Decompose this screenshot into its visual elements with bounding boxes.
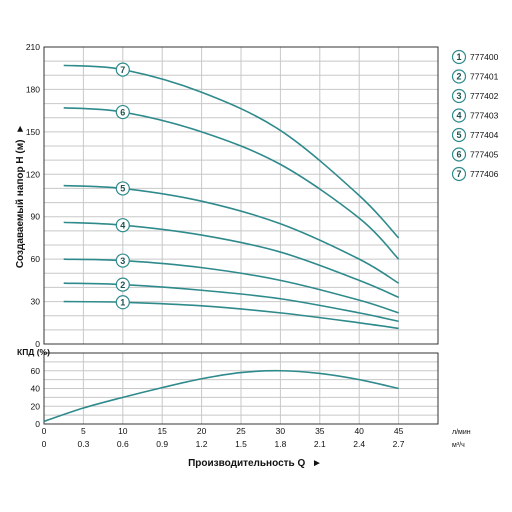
x-tick-label-m3h: 2.7 (393, 439, 405, 449)
y-tick-label: 120 (26, 169, 40, 179)
x-tick-label-lpm: 35 (315, 426, 325, 436)
x-tick-label-m3h: 0.9 (156, 439, 168, 449)
y-tick-label: 0 (35, 339, 40, 349)
y-tick-label: 60 (31, 254, 41, 264)
legend-badge-number: 3 (456, 91, 461, 101)
x-tick-label-lpm: 15 (157, 426, 167, 436)
y-tick-label: 0 (35, 419, 40, 429)
curve-badge-number: 7 (120, 65, 125, 75)
legend-label-777404: 777404 (470, 130, 499, 140)
head-curve-777404 (63, 184, 400, 284)
legend-badge-circle (451, 49, 467, 65)
x-ticks-lpm: 0 5 10 15 20 25 30 35 40 45 (42, 426, 404, 436)
legend-badge-circle (451, 69, 467, 84)
x-tick-label-lpm: 45 (394, 426, 404, 436)
legend-badge-number: 1 (456, 52, 461, 62)
curve-badge-circle (115, 277, 130, 292)
efficiency-y-ticks: 0 20 40 60 (31, 366, 41, 429)
efficiency-chart-frame (43, 352, 439, 425)
x-unit-m3h: м³/ч (452, 442, 465, 449)
curve-badge-circle (115, 104, 130, 120)
x-tick-label-m3h: 0 (42, 439, 47, 449)
x-ticks-m3h: 0 0.3 0.6 0.9 1.2 1.5 1.8 2.1 2.4 2.7 (42, 439, 405, 449)
head-curve-777400 (63, 300, 399, 330)
legend-label-777403: 777403 (470, 111, 499, 121)
curve-badge-number: 1 (120, 297, 125, 307)
y-tick-label: 30 (31, 297, 41, 307)
legend-label-777405: 777405 (470, 150, 499, 160)
legend-label-777402: 777402 (470, 91, 499, 101)
curve-badge-number: 3 (120, 256, 125, 266)
legend-badge-number: 7 (456, 169, 461, 179)
head-curve-777405 (63, 107, 400, 260)
efficiency-chart-grid (43, 352, 439, 425)
curve-badge-number: 4 (120, 220, 125, 230)
efficiency-y-axis-title: КПД (%) (17, 347, 50, 357)
head-chart-frame (43, 46, 439, 345)
curve-badge-circle (115, 218, 130, 233)
x-tick-label-lpm: 30 (276, 426, 286, 436)
curve-badge-circle (115, 253, 130, 268)
y-tick-label: 150 (26, 127, 40, 137)
legend-badge-number: 6 (456, 150, 461, 160)
y-tick-label: 60 (31, 366, 41, 376)
x-tick-label-m3h: 0.6 (117, 439, 129, 449)
x-tick-label-m3h: 1.2 (196, 439, 208, 449)
legend-badge-circle (451, 166, 467, 182)
x-axis-title: Производительность Q ► (188, 458, 322, 469)
curve-badge-circle (115, 295, 130, 310)
curve-badge-circle (115, 181, 130, 196)
x-unit-lpm: л/мин (452, 429, 471, 436)
head-curve-badges: 1 2 3 4 5 6 7 (115, 62, 130, 310)
x-tick-label-m3h: 0.3 (77, 439, 89, 449)
legend-badge-number: 2 (456, 72, 461, 82)
legend: 1 777400 2 777401 3 777402 4 777403 5 777404 6 7774… (451, 49, 499, 182)
curve-badge-number: 2 (120, 280, 125, 290)
efficiency-line (43, 369, 399, 423)
x-tick-label-lpm: 20 (197, 426, 207, 436)
legend-label-777400: 777400 (470, 52, 499, 62)
legend-badge-circle (451, 108, 467, 123)
y-tick-label: 90 (31, 212, 41, 222)
legend-badge-circle (451, 147, 467, 162)
x-tick-label-m3h: 1.5 (235, 439, 247, 449)
head-chart-grid (43, 46, 439, 345)
curve-badge-circle (115, 62, 130, 77)
x-tick-label-lpm: 40 (354, 426, 364, 436)
x-tick-label-lpm: 0 (42, 426, 47, 436)
legend-badge-circle (451, 127, 467, 143)
x-tick-label-lpm: 25 (236, 426, 246, 436)
curve-badge-number: 5 (120, 184, 125, 194)
x-tick-label-lpm: 10 (118, 426, 128, 436)
efficiency-curve (43, 369, 399, 423)
x-tick-label-m3h: 2.1 (314, 439, 326, 449)
y-tick-label: 210 (26, 42, 40, 52)
y-tick-label: 20 (31, 401, 41, 411)
curve-badge-number: 6 (120, 107, 125, 117)
head-y-axis-title: Создаваемый напор H (м) ► (15, 124, 26, 268)
legend-label-777401: 777401 (470, 72, 499, 82)
legend-label-777406: 777406 (470, 169, 499, 179)
y-tick-label: 180 (26, 84, 40, 94)
head-y-ticks: 0 30 60 90 120 150 180 210 (26, 42, 40, 349)
x-tick-label-m3h: 1.8 (274, 439, 286, 449)
head-curve-777406 (63, 64, 400, 239)
x-tick-label-m3h: 2.4 (353, 439, 365, 449)
head-curve-777402 (63, 258, 399, 314)
y-tick-label: 40 (31, 384, 41, 394)
x-tick-label-lpm: 5 (81, 426, 86, 436)
legend-badge-circle (451, 88, 467, 104)
legend-badge-number: 5 (456, 130, 461, 140)
legend-badge-number: 4 (456, 111, 461, 121)
head-curves (63, 64, 400, 330)
